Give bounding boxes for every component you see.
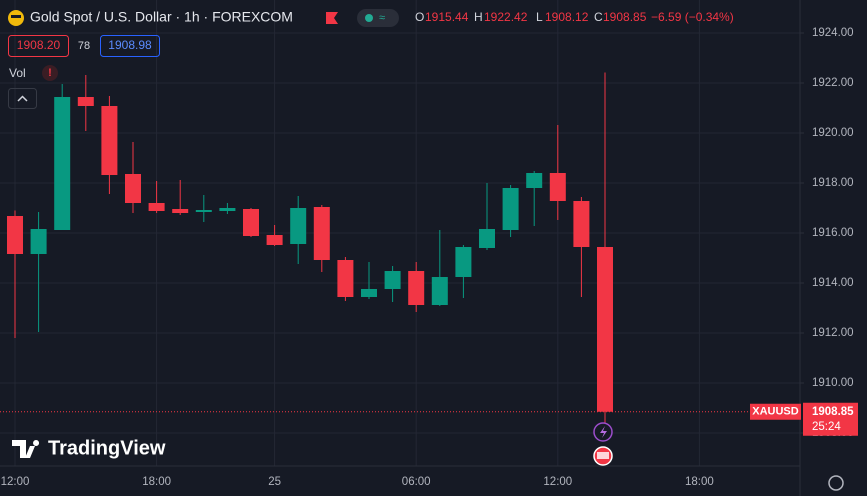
candle-body bbox=[549, 173, 566, 201]
spread-value: 78 bbox=[78, 40, 90, 52]
candle-body bbox=[266, 235, 283, 245]
y-tick-label: 1918.00 bbox=[812, 177, 854, 189]
candle-body bbox=[172, 209, 189, 213]
y-tick-label: 1914.00 bbox=[812, 277, 854, 289]
candle-body bbox=[431, 277, 448, 305]
candle-body bbox=[361, 289, 377, 297]
countdown-label: 25:24 bbox=[812, 421, 841, 433]
close-label: C bbox=[594, 10, 603, 24]
candle-body bbox=[597, 247, 613, 412]
symbol-icon-bar bbox=[11, 15, 21, 18]
high-value: 1922.42 bbox=[484, 10, 528, 24]
candle-body bbox=[408, 271, 425, 305]
candle-body bbox=[337, 260, 354, 297]
brand-logo bbox=[12, 440, 40, 458]
status-icon: ≈ bbox=[379, 12, 385, 24]
y-tick-label: 1910.00 bbox=[812, 377, 854, 389]
x-tick-label: 18:00 bbox=[685, 476, 714, 488]
x-tick-label: 25 bbox=[268, 476, 281, 488]
symbol-tag bbox=[750, 403, 801, 420]
candle-body bbox=[243, 209, 259, 236]
candle-body bbox=[290, 208, 307, 244]
y-tick-label: 1924.00 bbox=[812, 27, 854, 39]
collapse-button[interactable] bbox=[8, 88, 37, 109]
settings-icon[interactable] bbox=[828, 475, 844, 491]
high-label: H bbox=[474, 10, 483, 24]
candle-body bbox=[573, 201, 590, 247]
candle-body bbox=[30, 229, 47, 254]
volume-label[interactable]: Vol bbox=[9, 66, 26, 80]
y-tick-label: 1912.00 bbox=[812, 327, 854, 339]
status-pill[interactable] bbox=[357, 9, 399, 27]
open-label: O bbox=[415, 10, 424, 24]
x-tick-label: 06:00 bbox=[402, 476, 431, 488]
label-layer: XAUUSD 1908.85 25:24 bbox=[750, 402, 858, 436]
brand-name: TradingView bbox=[48, 437, 166, 459]
candle-body bbox=[7, 216, 23, 254]
collapse-icon bbox=[17, 95, 28, 102]
chart-title[interactable]: Gold Spot / U.S. Dollar · 1h · FOREXCOM bbox=[30, 9, 293, 25]
y-tick-label: 1920.00 bbox=[812, 127, 854, 139]
volume-warning-icon[interactable] bbox=[42, 65, 58, 81]
last-price-tag bbox=[803, 402, 858, 436]
candle-body bbox=[479, 229, 495, 248]
mark-layer bbox=[0, 72, 800, 430]
ask-box[interactable] bbox=[100, 35, 160, 57]
change-value: −6.59 (−0.34%) bbox=[651, 10, 734, 24]
candle-body bbox=[125, 174, 141, 203]
low-value: 1908.12 bbox=[545, 10, 589, 24]
low-label: L bbox=[536, 10, 543, 24]
close-value: 1908.85 bbox=[603, 10, 647, 24]
candle-body bbox=[526, 173, 543, 188]
symbol-tag-label: XAUUSD bbox=[752, 406, 799, 418]
status-dot bbox=[365, 14, 373, 22]
event-icon-bolt bbox=[600, 426, 607, 438]
candle-body bbox=[101, 106, 118, 175]
open-value: 1915.44 bbox=[425, 10, 469, 24]
last-price-label: 1908.85 bbox=[812, 406, 854, 418]
volume-warning-mark: ! bbox=[48, 67, 52, 79]
candle-body bbox=[502, 188, 519, 230]
bid-box[interactable] bbox=[8, 35, 69, 57]
y-tick-label: 1916.00 bbox=[812, 227, 854, 239]
ask-value[interactable]: 1908.98 bbox=[108, 38, 152, 52]
x-tick-label: 18:00 bbox=[142, 476, 171, 488]
candle-body bbox=[455, 247, 472, 277]
candle-body bbox=[148, 203, 165, 211]
candle-body bbox=[219, 208, 236, 211]
country-flag bbox=[597, 452, 609, 459]
bid-value[interactable]: 1908.20 bbox=[17, 38, 61, 52]
x-tick-label: 12:00 bbox=[543, 476, 572, 488]
flag-icon[interactable] bbox=[326, 12, 338, 24]
candle-body bbox=[77, 97, 94, 106]
x-tick-label: 12:00 bbox=[1, 476, 30, 488]
candle-body bbox=[54, 97, 71, 230]
candle-body bbox=[313, 207, 330, 260]
y-tick-label: 1922.00 bbox=[812, 77, 854, 89]
candle-body bbox=[384, 271, 401, 289]
candle-body bbox=[195, 210, 212, 212]
